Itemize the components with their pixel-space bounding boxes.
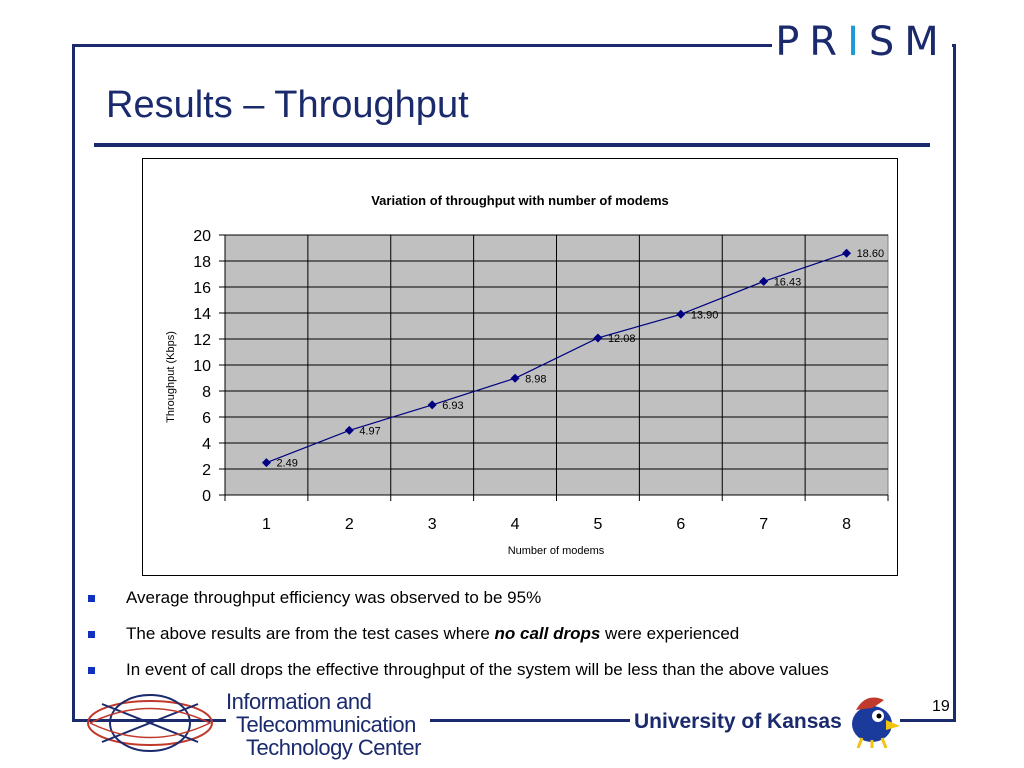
data-point: [676, 309, 686, 319]
y-tick-label: 16: [193, 280, 211, 297]
jayhawk-mascot-icon: [852, 697, 900, 748]
data-label: 4.97: [359, 425, 380, 437]
footer-line-left: [72, 719, 232, 722]
data-point: [344, 425, 354, 435]
bullet-marker: [88, 595, 95, 602]
bullet-item: Average throughput efficiency was observ…: [88, 586, 968, 622]
x-tick-label: 4: [511, 516, 520, 533]
data-point: [510, 373, 520, 383]
x-tick-label: 6: [676, 516, 685, 533]
y-tick-label: 10: [193, 358, 211, 375]
bullet-marker: [88, 667, 95, 674]
university-name: University of Kansas: [630, 710, 846, 734]
x-tick-label: 1: [262, 516, 271, 533]
y-tick-label: 18: [193, 254, 211, 271]
chart-title: Variation of throughput with number of m…: [371, 193, 669, 208]
data-label: 8.98: [525, 373, 546, 385]
data-label: 13.90: [691, 309, 719, 321]
slide-frame: [72, 44, 956, 722]
x-tick-label: 8: [842, 516, 851, 533]
x-axis-label: Number of modems: [508, 545, 605, 557]
y-tick-label: 2: [202, 462, 211, 479]
y-tick-label: 6: [202, 410, 211, 427]
y-tick-label: 12: [193, 332, 211, 349]
data-point: [842, 248, 852, 258]
bullet-item: In event of call drops the effective thr…: [88, 658, 968, 694]
bullet-marker: [88, 631, 95, 638]
y-axis-label: Throughput (Kbps): [165, 331, 177, 423]
y-tick-label: 20: [193, 228, 211, 245]
itc-wordmark: Information and Telecommunication Techno…: [226, 690, 430, 759]
data-point: [427, 400, 437, 410]
throughput-chart: Variation of throughput with number of m…: [142, 158, 898, 576]
page-title: Results – Throughput: [106, 84, 469, 126]
x-tick-label: 7: [759, 516, 768, 533]
itc-globe-logo: [87, 694, 213, 752]
data-point: [261, 458, 271, 468]
title-underline: [94, 143, 930, 147]
data-label: 18.60: [857, 248, 885, 260]
prism-logo: PRISM: [772, 14, 952, 70]
data-label: 12.08: [608, 333, 636, 345]
y-tick-label: 0: [202, 488, 211, 505]
y-tick-label: 4: [202, 436, 211, 453]
data-point: [759, 276, 769, 286]
footer-line-right: [900, 719, 956, 722]
series-line: [266, 252, 847, 464]
data-label: 2.49: [276, 458, 297, 470]
y-tick-label: 14: [193, 306, 211, 323]
data-point: [593, 333, 603, 343]
chart-svg: Variation of throughput with number of m…: [165, 193, 889, 557]
footer-line-mid: [396, 719, 636, 722]
page-number: 19: [932, 698, 950, 715]
x-tick-label: 3: [428, 516, 437, 533]
x-tick-label: 5: [593, 516, 602, 533]
bullet-list: Average throughput efficiency was observ…: [88, 586, 968, 694]
data-label: 16.43: [774, 276, 802, 288]
data-label: 6.93: [442, 400, 463, 412]
bullet-item: The above results are from the test case…: [88, 622, 968, 658]
y-tick-label: 8: [202, 384, 211, 401]
x-tick-label: 2: [345, 516, 354, 533]
